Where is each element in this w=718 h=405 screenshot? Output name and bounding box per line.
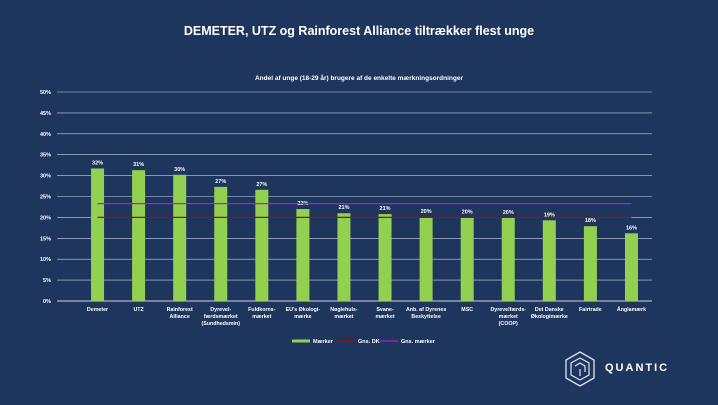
y-tick-label: 0% [43,299,51,305]
x-tick-label: mærket [334,314,353,320]
x-tick-label: MSC [461,307,473,313]
x-tick-label: Beskyttelse [411,314,440,320]
bar [91,168,105,301]
bar [378,214,392,301]
legend-label: Gns. mærker [401,339,436,345]
data-label: 16% [626,225,637,231]
data-label: 21% [380,206,391,212]
data-label: 19% [544,212,555,218]
bar [132,170,146,301]
bar [337,213,351,301]
quantic-logo-icon [565,351,595,387]
bar [419,216,433,301]
y-tick-label: 5% [43,278,51,284]
y-tick-label: 30% [40,174,51,180]
bar [255,189,269,301]
x-tick-label: Svane- [376,307,394,313]
quantic-logo: QUANTIC [563,350,693,388]
bar [583,226,597,301]
x-tick-label: UTZ [133,307,144,313]
x-tick-label: (Sundhedsmin) [201,321,240,327]
x-tick-label: Dyrevel- [210,307,231,313]
x-tick-label: Nøglehuls- [330,307,358,313]
y-tick-label: 50% [40,90,51,96]
legend-label: Mærker [313,339,334,345]
bar [501,217,515,301]
data-label: 18% [585,218,596,224]
y-tick-label: 25% [40,195,51,201]
data-label: 32% [92,160,103,166]
data-label: 27% [215,179,226,185]
bar [460,217,474,301]
chart-subtitle: Andel af unge (18-29 år) brugere af de e… [254,75,464,82]
y-tick-label: 20% [40,215,51,221]
brand-name: QUANTIC [605,362,670,374]
data-label: 30% [174,167,185,173]
x-tick-label: Rainforest [167,307,193,313]
x-tick-label: (COOP) [499,321,518,327]
data-label: 27% [256,182,267,188]
data-label: 21% [338,205,349,211]
bar [542,220,556,301]
x-tick-label: Fairtrade [579,307,602,313]
x-tick-label: Ånglamærk [617,306,646,313]
bar [173,174,187,301]
legend-label: Gns. DK [358,339,380,345]
x-tick-label: mærke [294,314,311,320]
bar [624,233,638,301]
x-tick-label: Alliance [170,314,190,320]
x-tick-label: færdsmærket [204,314,238,320]
data-label: 20% [421,209,432,215]
x-tick-label: Demeter [87,307,108,313]
chart-title: DEMETER, UTZ og Rainforest Alliance tilt… [183,24,535,38]
y-tick-label: 40% [40,132,51,138]
bar [296,209,310,301]
y-tick-label: 10% [40,257,51,263]
x-tick-label: Anb. af Dyrenes [406,307,446,313]
x-tick-label: Det Danske [535,307,564,313]
x-tick-label: EU's Økologi- [286,307,321,313]
y-tick-label: 35% [40,153,51,159]
y-tick-label: 15% [40,236,51,242]
x-tick-label: Økologimærke [531,314,568,320]
data-label: 20% [462,209,473,215]
x-tick-label: Fuldkorns- [248,307,276,313]
y-tick-label: 45% [40,111,51,117]
x-tick-label: mærket [252,314,271,320]
bar [214,186,228,301]
data-label: 20% [503,210,514,216]
x-tick-label: mærket [499,314,518,320]
x-tick-label: Dyrevelfærds- [490,307,526,313]
data-label: 31% [133,162,144,168]
x-tick-label: mærket [375,314,394,320]
